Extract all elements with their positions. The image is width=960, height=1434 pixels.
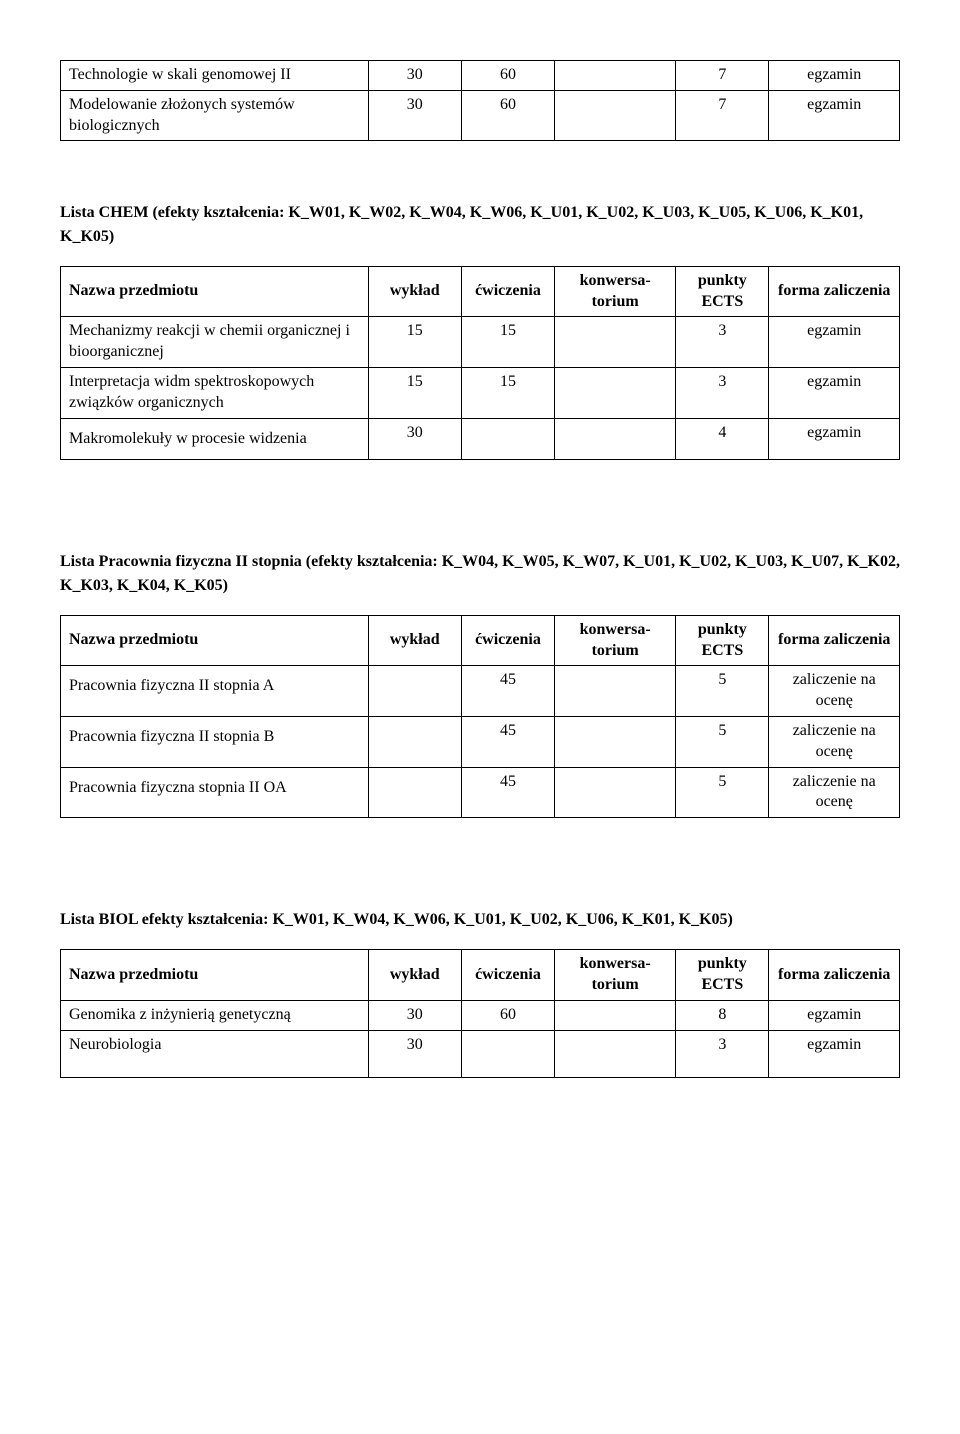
subject-name: Technologie w skali genomowej II [61,61,369,91]
subject-name: Modelowanie złożonych systemów biologicz… [61,90,369,141]
cell: zaliczenie na ocenę [769,666,900,717]
cell [555,90,676,141]
pracownia-section-heading: Lista Pracownia fizyczna II stopnia (efe… [60,550,900,596]
table-header-row: Nazwa przedmiotu wykład ćwiczenia konwer… [61,615,900,666]
cell: egzamin [769,90,900,141]
subject-name: Genomika z inżynierią genetyczną [61,1000,369,1030]
cell: 3 [676,317,769,368]
cell: 7 [676,90,769,141]
col-name-header: Nazwa przedmiotu [61,950,369,1001]
col-punkty-header: punkty ECTS [676,950,769,1001]
cell [555,1030,676,1078]
cell: 4 [676,418,769,460]
cell [368,716,461,767]
cell: 45 [461,716,554,767]
cell: egzamin [769,1000,900,1030]
cell: 5 [676,716,769,767]
subject-name: Mechanizmy reakcji w chemii organicznej … [61,317,369,368]
table-row: Makromolekuły w procesie widzenia 30 4 e… [61,418,900,460]
col-forma-header: forma zaliczenia [769,266,900,317]
cell: 8 [676,1000,769,1030]
cell [368,767,461,818]
col-wyklad-header: wykład [368,615,461,666]
cell: 30 [368,90,461,141]
pracownia-table: Nazwa przedmiotu wykład ćwiczenia konwer… [60,615,900,818]
subject-name: Pracownia fizyczna II stopnia A [61,666,369,717]
cell [555,1000,676,1030]
cell: zaliczenie na ocenę [769,767,900,818]
cell: 30 [368,61,461,91]
col-wyklad-header: wykład [368,266,461,317]
col-konwersa-header: konwersa-torium [555,950,676,1001]
cell: egzamin [769,61,900,91]
cell: 3 [676,367,769,418]
cell: 3 [676,1030,769,1078]
cell: ćwiczenia [461,950,554,1001]
subject-name: Interpretacja widm spektroskopowych zwią… [61,367,369,418]
cell: 15 [368,317,461,368]
top-continuation-table: Technologie w skali genomowej II 30 60 7… [60,60,900,141]
table-row: Interpretacja widm spektroskopowych zwią… [61,367,900,418]
cell: egzamin [769,367,900,418]
table-row: Genomika z inżynierią genetyczną 30 60 8… [61,1000,900,1030]
cell: 45 [461,767,554,818]
cell: 15 [461,317,554,368]
table-row: Technologie w skali genomowej II 30 60 7… [61,61,900,91]
table-row: Modelowanie złożonych systemów biologicz… [61,90,900,141]
cell: zaliczenie na ocenę [769,716,900,767]
cell: egzamin [769,317,900,368]
biol-section-heading: Lista BIOL efekty kształcenia: K_W01, K_… [60,908,900,931]
cell: egzamin [769,418,900,460]
table-row: Pracownia fizyczna II stopnia A 45 5 zal… [61,666,900,717]
col-name-header: Nazwa przedmiotu [61,615,369,666]
cell: egzamin [769,1030,900,1078]
col-konwersa-header: konwersa-torium [555,266,676,317]
cell: 7 [676,61,769,91]
cell: 60 [461,90,554,141]
subject-name: Neurobiologia [61,1030,369,1078]
table-row: Neurobiologia 30 3 egzamin [61,1030,900,1078]
biol-table: Nazwa przedmiotu wykład ćwiczenia konwer… [60,949,900,1078]
table-header-row: Nazwa przedmiotu wykład ćwiczenia konwer… [61,266,900,317]
col-forma-header: forma zaliczenia [769,615,900,666]
table-row: Mechanizmy reakcji w chemii organicznej … [61,317,900,368]
table-row: Pracownia fizyczna II stopnia B 45 5 zal… [61,716,900,767]
col-konwersa-header: konwersa-torium [555,615,676,666]
cell [461,1030,554,1078]
col-forma-header: forma zaliczenia [769,950,900,1001]
col-punkty-header: punkty ECTS [676,266,769,317]
cell: 45 [461,666,554,717]
cell [555,767,676,818]
subject-name: Pracownia fizyczna II stopnia B [61,716,369,767]
chem-table: Nazwa przedmiotu wykład ćwiczenia konwer… [60,266,900,461]
col-wyklad-header: wykład [368,950,461,1001]
subject-name: Pracownia fizyczna stopnia II OA [61,767,369,818]
cell [555,367,676,418]
cell [555,666,676,717]
cell: 5 [676,666,769,717]
cell: 5 [676,767,769,818]
col-name-header: Nazwa przedmiotu [61,266,369,317]
col-cwiczenia-header: ćwiczenia [461,615,554,666]
cell [461,418,554,460]
cell: 60 [461,1000,554,1030]
cell: 15 [368,367,461,418]
cell [555,61,676,91]
chem-section-heading: Lista CHEM (efekty kształcenia: K_W01, K… [60,201,900,247]
cell [368,666,461,717]
cell: 60 [461,61,554,91]
cell: 15 [461,367,554,418]
cell [555,716,676,767]
cell: 30 [368,1000,461,1030]
col-cwiczenia-header: ćwiczenia [461,266,554,317]
subject-name: Makromolekuły w procesie widzenia [61,418,369,460]
cell: 30 [368,1030,461,1078]
cell [555,317,676,368]
table-row: Pracownia fizyczna stopnia II OA 45 5 za… [61,767,900,818]
cell: 30 [368,418,461,460]
col-punkty-header: punkty ECTS [676,615,769,666]
table-header-row: Nazwa przedmiotu wykład ćwiczenia konwer… [61,950,900,1001]
cell [555,418,676,460]
